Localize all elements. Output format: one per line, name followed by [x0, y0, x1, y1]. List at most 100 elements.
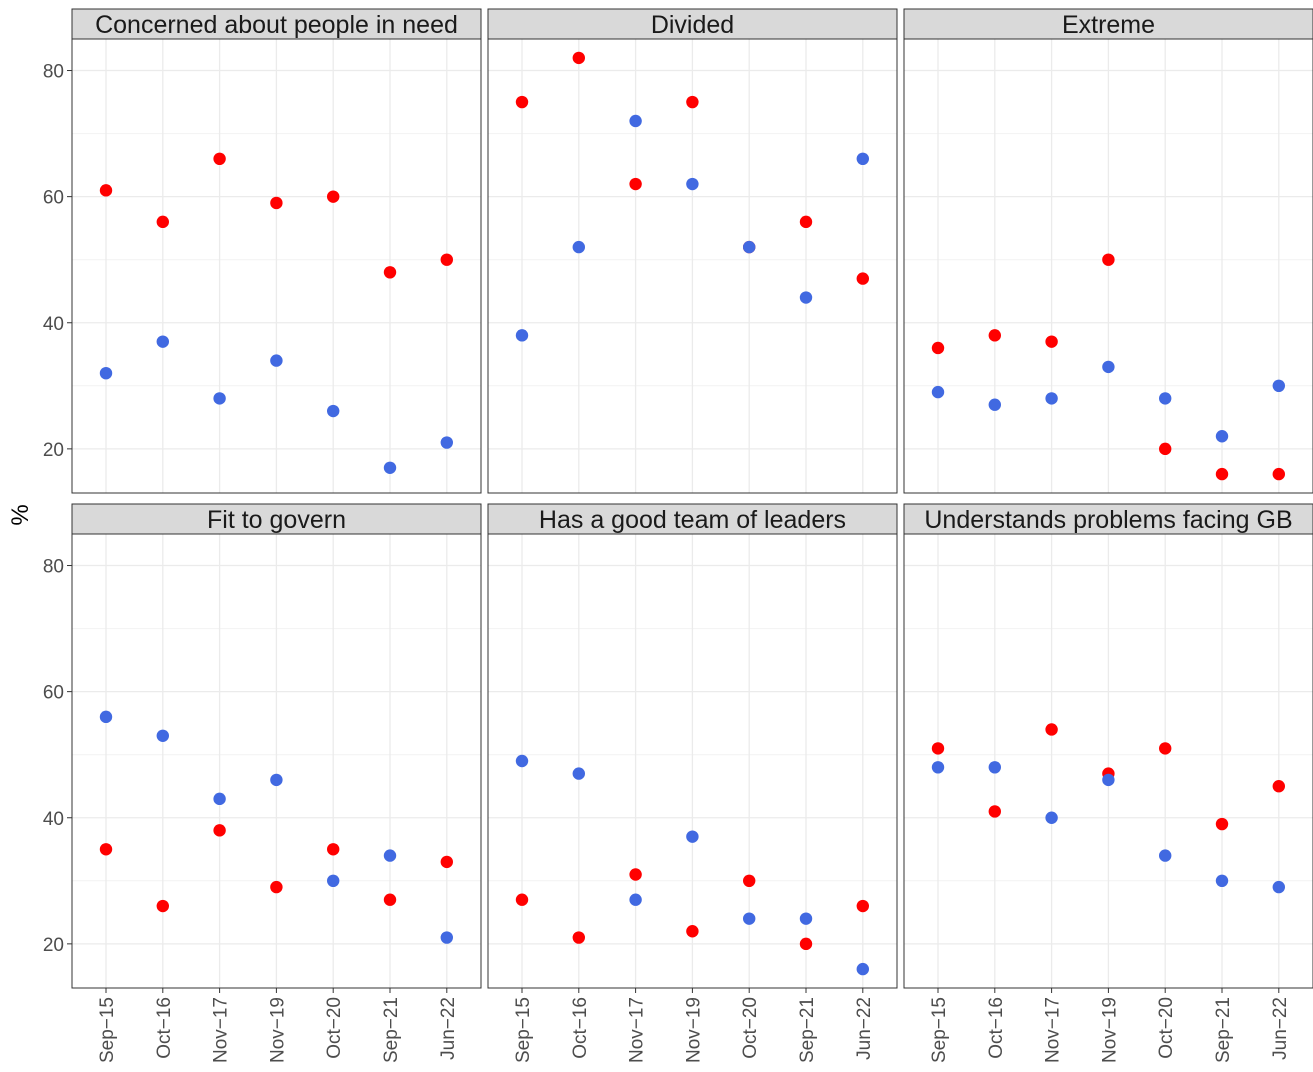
y-axis-label: % — [7, 504, 34, 525]
panel-border — [903, 38, 1313, 494]
point-blue-series — [440, 931, 453, 944]
x-tick-label: Sep−21 — [1213, 997, 1234, 1063]
point-red-series — [686, 925, 699, 938]
y-tick-label: 20 — [43, 440, 64, 461]
point-red-series — [1272, 780, 1286, 793]
x-tick-label: Sep−15 — [929, 997, 950, 1063]
point-red-series — [1272, 467, 1286, 481]
point-red-series — [1045, 723, 1058, 736]
y-tick-label: 40 — [43, 809, 64, 830]
point-blue-series — [383, 461, 397, 474]
point-blue-series — [1215, 430, 1229, 443]
y-tick-label: 60 — [43, 683, 64, 704]
point-red-series — [988, 805, 1001, 818]
x-tick-label: Jun−22 — [854, 997, 875, 1060]
facet-title: Extreme — [1062, 11, 1155, 39]
point-red-series — [686, 95, 699, 109]
point-red-series — [213, 152, 226, 166]
facet-title: Fit to govern — [207, 506, 346, 534]
point-blue-series — [1045, 811, 1058, 824]
point-red-series — [629, 177, 642, 191]
point-red-series — [270, 196, 283, 210]
point-red-series — [156, 899, 169, 913]
point-red-series — [629, 868, 642, 881]
point-red-series — [1215, 817, 1229, 831]
point-red-series — [327, 843, 340, 856]
point-red-series — [743, 874, 756, 888]
x-tick-label: Oct−16 — [570, 997, 591, 1059]
x-tick-label: Oct−16 — [986, 997, 1007, 1059]
point-red-series — [856, 899, 869, 913]
point-blue-series — [99, 366, 113, 380]
point-red-series — [440, 855, 453, 869]
point-blue-series — [988, 398, 1001, 411]
facet-strip — [487, 503, 898, 535]
x-tick-label: Oct−16 — [154, 997, 175, 1059]
point-blue-series — [1159, 392, 1172, 405]
facet-title: Divided — [651, 11, 734, 39]
point-blue-series — [799, 291, 813, 304]
point-blue-series — [213, 792, 226, 806]
point-blue-series — [743, 240, 756, 254]
facet-title: Understands problems facing GB — [924, 506, 1292, 534]
point-blue-series — [572, 767, 585, 780]
point-blue-series — [1272, 379, 1286, 393]
point-blue-series — [270, 773, 283, 787]
point-red-series — [440, 253, 453, 266]
x-tick-label: Nov−17 — [1043, 997, 1064, 1063]
panel-border — [71, 38, 482, 494]
point-blue-series — [743, 912, 756, 925]
point-blue-series — [686, 830, 699, 843]
y-tick-label: 80 — [43, 557, 64, 578]
point-blue-series — [686, 177, 699, 191]
point-blue-series — [156, 729, 169, 742]
x-tick-label: Oct−20 — [324, 997, 345, 1059]
point-blue-series — [572, 240, 585, 254]
point-red-series — [1215, 467, 1229, 481]
point-red-series — [799, 215, 813, 229]
point-blue-series — [1102, 360, 1115, 374]
point-blue-series — [629, 893, 642, 906]
point-red-series — [327, 190, 340, 203]
point-red-series — [515, 893, 529, 906]
x-tick-label: Nov−19 — [267, 997, 288, 1063]
point-blue-series — [440, 436, 453, 449]
point-red-series — [1159, 442, 1172, 456]
point-red-series — [1045, 335, 1058, 348]
point-red-series — [99, 843, 113, 856]
x-tick-label: Nov−19 — [1099, 997, 1120, 1063]
y-tick-label: 60 — [43, 188, 64, 209]
point-blue-series — [327, 404, 340, 418]
x-tick-label: Oct−20 — [1156, 997, 1177, 1059]
point-blue-series — [1102, 773, 1115, 787]
point-red-series — [988, 329, 1001, 342]
point-red-series — [931, 341, 945, 355]
point-blue-series — [988, 761, 1001, 774]
x-tick-label: Sep−21 — [797, 997, 818, 1063]
point-blue-series — [931, 761, 945, 774]
x-tick-label: Sep−15 — [97, 997, 118, 1063]
x-tick-label: Jun−22 — [438, 997, 459, 1060]
facet-strip — [487, 8, 898, 40]
x-tick-label: Sep−15 — [513, 997, 534, 1063]
point-blue-series — [1045, 392, 1058, 405]
facet-title: Has a good team of leaders — [539, 506, 846, 534]
point-blue-series — [856, 962, 869, 976]
panel-border — [487, 38, 898, 494]
point-blue-series — [1272, 880, 1286, 894]
facet-strip — [903, 503, 1313, 535]
point-red-series — [99, 184, 113, 197]
point-blue-series — [156, 335, 169, 348]
point-red-series — [799, 937, 813, 951]
y-tick-label: 80 — [43, 62, 64, 83]
point-red-series — [270, 880, 283, 894]
point-red-series — [213, 824, 226, 837]
point-blue-series — [515, 754, 529, 768]
x-tick-label: Nov−17 — [211, 997, 232, 1063]
facet-title: Concerned about people in need — [95, 11, 458, 39]
point-red-series — [383, 893, 397, 906]
point-blue-series — [327, 874, 340, 888]
point-blue-series — [1159, 849, 1172, 862]
point-red-series — [383, 266, 397, 279]
